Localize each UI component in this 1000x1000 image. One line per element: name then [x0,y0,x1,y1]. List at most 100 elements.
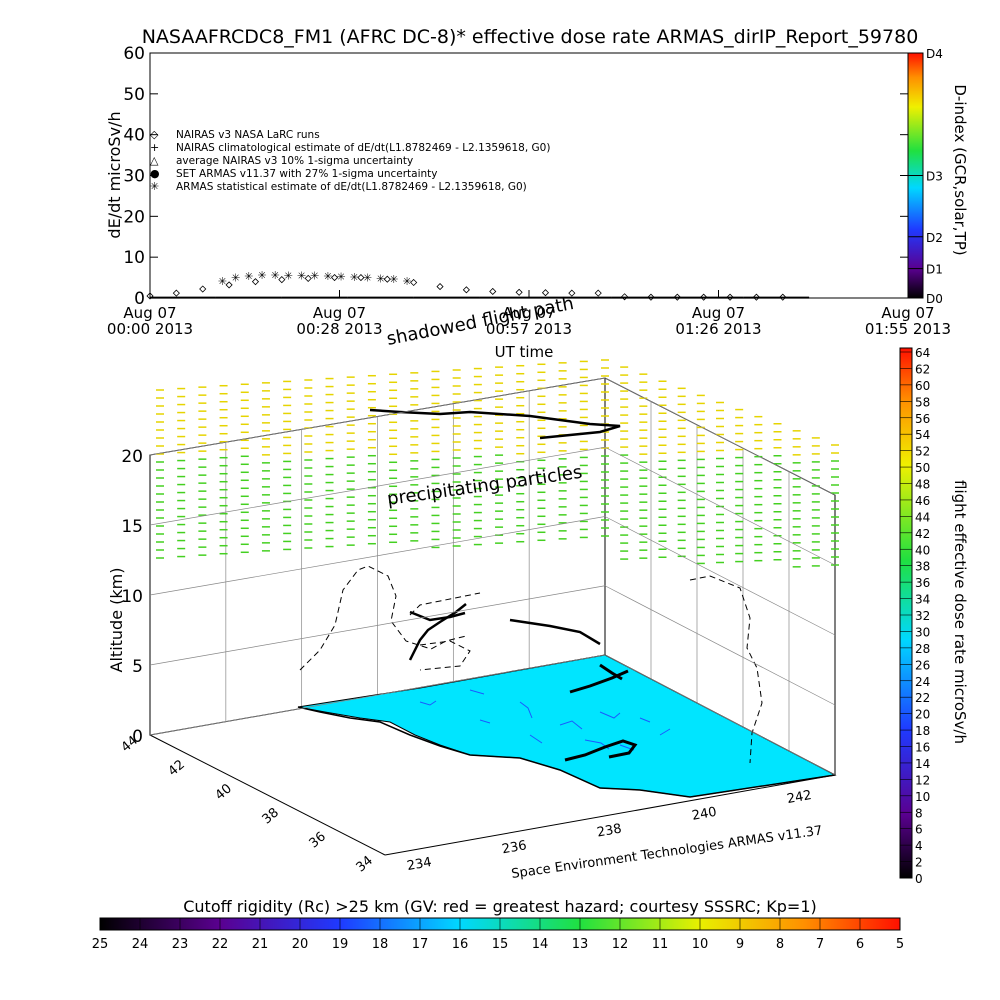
latitude-tick-label: 36 [307,829,329,851]
dose-label: 0 [915,872,923,886]
legend-symbol: + [150,141,159,154]
armas-stat-point: ✳ [402,275,411,288]
cutoff-label: 11 [652,937,669,952]
nairas-point [146,292,154,300]
dose-label: 24 [915,675,930,689]
nairas-point [462,286,470,294]
cutoff-label: 16 [452,937,469,952]
x-tick-label-line2: 01:55 2013 [865,320,951,338]
cutoff-label: 9 [736,937,744,952]
dose-label: 22 [915,691,930,705]
dose-label: 28 [915,642,930,656]
nairas-point [594,289,602,297]
dose-label: 52 [915,445,930,459]
latitude-tick-label: 42 [166,757,188,779]
nairas-point [568,289,576,297]
altitude-grid-line [604,516,836,636]
nairas-point [621,293,629,301]
longitude-ticks: 234 236 238 240 242 [406,788,813,874]
dose-label: 2 [915,856,923,870]
sea-area [297,654,837,798]
cutoff-label: 7 [816,937,824,952]
dose-label: 38 [915,560,930,574]
altitude-grid-line [149,654,606,736]
dose-label: 26 [915,658,930,672]
cutoff-label: 25 [92,937,109,952]
y-tick-label: 40 [123,126,145,146]
armas-stat-point: ✳ [310,270,319,283]
flight-path-altitude [369,408,621,661]
armas-stat-point: ✳ [218,275,227,288]
altitude-ticks: 0 5 10 15 20 [121,377,836,776]
altitude-tick-label: 5 [132,657,143,677]
altitude-tick-label: 15 [121,517,143,537]
dose-label: 46 [915,494,930,508]
nairas-point [251,278,260,286]
cutoff-label: 17 [412,937,429,952]
dose-label: 48 [915,478,930,492]
dose-label: 16 [915,741,930,755]
cutoff-label: 20 [292,937,309,952]
x-tick-label-line1: Aug 07 [313,304,366,322]
armas-stat-point: ✳ [350,271,359,284]
dose-label: 44 [915,510,930,524]
x-tick-label-line2: 00:00 2013 [107,320,193,338]
cutoff-label: 12 [612,937,629,952]
legend-symbol: △ [150,154,159,167]
d-index-title: D-index (GCR,solar,TP) [951,84,969,255]
dose-label: 60 [915,379,930,393]
cutoff-label: 10 [692,937,709,952]
armas-stat-point: ✳ [257,269,266,282]
dose-rate-title: flight effective dose rate microSv/h [951,480,969,744]
y-tick-label: 30 [123,167,145,187]
altitude-grid-line [604,377,836,496]
nairas-point [673,293,681,301]
cutoff-label: 14 [532,937,549,952]
dose-label: 6 [915,823,923,837]
cutoff-label: 21 [252,937,269,952]
x-tick-label-line2: 00:28 2013 [296,320,382,338]
armas-stat-point: ✳ [244,270,253,283]
latitude-tick-label: 38 [260,805,282,827]
d-index-label: D1 [926,263,943,277]
cutoff-label: 24 [132,937,149,952]
nairas-point [752,293,760,301]
longitude-tick-label: 238 [596,822,623,841]
altitude-grid-line [149,377,606,456]
cutoff-label: 23 [172,937,189,952]
map-surface [297,654,837,798]
x-axis-label: UT time [495,343,554,361]
y-tick-label: 10 [123,248,145,268]
nairas-point [541,289,550,297]
nairas-point [700,293,708,301]
y-axis-label: dE/dt microSv/h [105,111,124,238]
armas-stat-point: ✳ [337,270,346,283]
dose-label: 14 [915,757,930,771]
latitude-tick-label: 40 [213,781,235,803]
cutoff-title: Cutoff rigidity (Rc) >25 km (GV: red = g… [183,897,817,916]
cutoff-labels: 25 24 23 22 21 20 19 18 17 16 15 14 13 12 11 10 9 8 7 6 5 [92,918,904,952]
longitude-tick-label: 240 [691,805,718,824]
longitude-tick-label: 236 [501,838,528,857]
d-index-label: D3 [926,170,943,184]
legend-symbol: ◇ [150,128,159,141]
legend-entry: ARMAS statistical estimate of dE/dt(L1.8… [176,181,527,193]
dose-label: 8 [915,806,923,820]
y-tick-label: 20 [123,207,145,227]
nairas-point [726,293,734,301]
altitude-tick-label: 0 [132,727,143,747]
dose-label: 42 [915,527,930,541]
y-tick-label: 50 [123,85,145,105]
legend-entry: NAIRAS v3 NASA LaRC runs [176,129,320,141]
y-axis-ticks: 0 10 20 30 40 50 60 [123,44,908,309]
altitude-axis-label: Altitude (km) [107,568,126,673]
latitude-tick-label: 34 [354,853,376,875]
altitude-tick-label: 10 [121,587,143,607]
longitude-tick-label: 242 [786,788,813,807]
nairas-point [199,285,207,293]
dose-label: 4 [915,839,923,853]
altitude-grid-line [149,516,606,596]
dose-label: 64 [915,346,930,360]
